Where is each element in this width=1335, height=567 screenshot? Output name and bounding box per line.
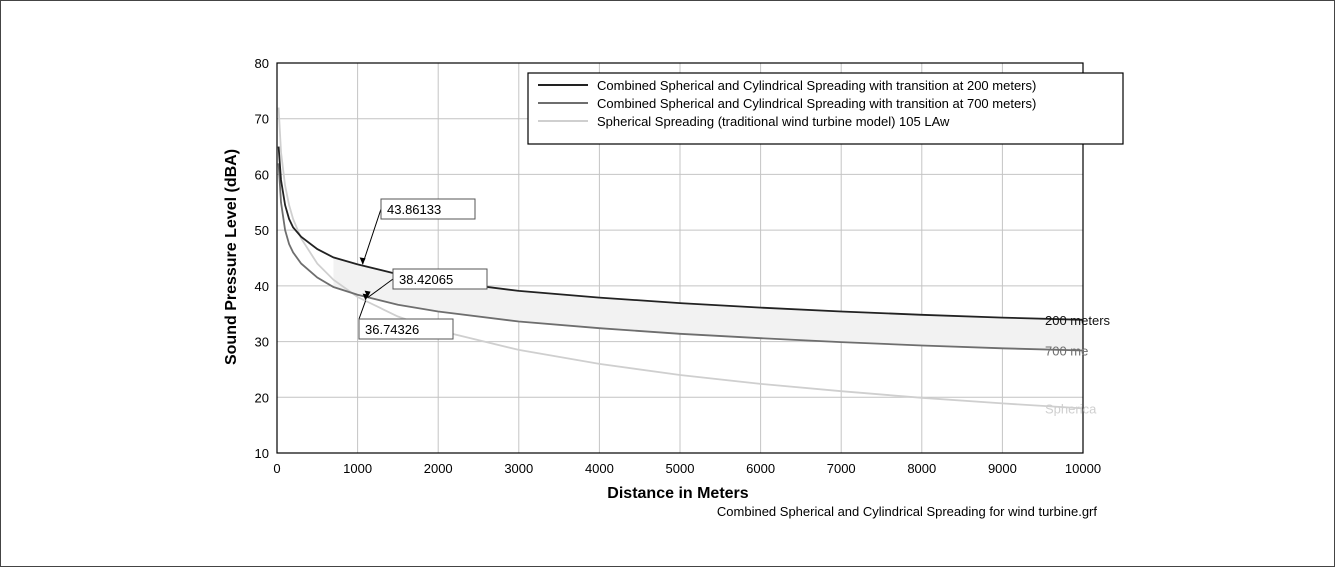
legend-box [527, 72, 1124, 145]
annotation-box [392, 268, 488, 290]
y-tick-label: 50 [255, 223, 269, 238]
x-tick-label: 7000 [827, 461, 856, 476]
legend-label: Combined Spherical and Cylindrical Sprea… [597, 96, 1036, 111]
x-tick-label: 10000 [1065, 461, 1101, 476]
band-layer [333, 257, 1083, 351]
y-tick-label: 40 [255, 279, 269, 294]
x-tick-label: 3000 [504, 461, 533, 476]
chart-footer: Combined Spherical and Cylindrical Sprea… [717, 504, 1097, 519]
end-labels: 200 meters 700 me Spherica [1045, 313, 1111, 417]
plot-border [276, 62, 1084, 454]
y-tick-label: 80 [255, 56, 269, 71]
y-tick-label: 60 [255, 167, 269, 182]
annotation-arrowhead [364, 290, 371, 298]
y-tick-label: 10 [255, 446, 269, 461]
y-axis-label: Sound Pressure Level (dBA) [223, 149, 240, 365]
annotation-value: 43.86133 [387, 202, 441, 217]
series-lines [277, 107, 1083, 410]
x-tick-label: 5000 [666, 461, 695, 476]
annotation-box [380, 198, 476, 220]
legend-label: Combined Spherical and Cylindrical Sprea… [597, 78, 1036, 93]
annotations: 43.86133 38.42065 36.74326 [358, 198, 488, 340]
x-tick-label: 0 [273, 461, 280, 476]
legend-label: Spherical Spreading (traditional wind tu… [597, 114, 950, 129]
annotation-box [358, 318, 454, 340]
band-fill [333, 257, 1083, 351]
ticks: 0 1000 2000 3000 4000 5000 6000 7000 8000 9000 100… [255, 56, 1102, 476]
annotation-leader [362, 208, 382, 265]
x-tick-label: 4000 [585, 461, 614, 476]
annotation-value: 36.74326 [365, 322, 419, 337]
series-line [277, 163, 1083, 352]
series-end-label: Spherica [1045, 401, 1097, 416]
annotation-arrowhead [362, 293, 369, 301]
series-end-label: 200 meters [1045, 313, 1111, 328]
annotation-arrowhead [359, 257, 366, 265]
x-tick-label: 1000 [343, 461, 372, 476]
annotation-value: 38.42065 [399, 272, 453, 287]
annotation-callout: 38.42065 [364, 268, 488, 299]
y-tick-label: 20 [255, 390, 269, 405]
annotation-leader [367, 278, 394, 299]
series-line [277, 107, 1083, 410]
x-tick-label: 9000 [988, 461, 1017, 476]
series-end-label: 700 me [1045, 343, 1088, 358]
annotation-callout: 43.86133 [359, 198, 476, 265]
legend: Combined Spherical and Cylindrical Sprea… [527, 72, 1124, 145]
x-tick-label: 2000 [424, 461, 453, 476]
y-tick-label: 30 [255, 335, 269, 350]
annotation-callout: 36.74326 [358, 293, 454, 340]
x-axis-label: Distance in Meters [607, 485, 748, 502]
annotation-leader [358, 300, 367, 320]
x-tick-label: 6000 [746, 461, 775, 476]
x-tick-label: 8000 [907, 461, 936, 476]
y-tick-label: 70 [255, 112, 269, 127]
